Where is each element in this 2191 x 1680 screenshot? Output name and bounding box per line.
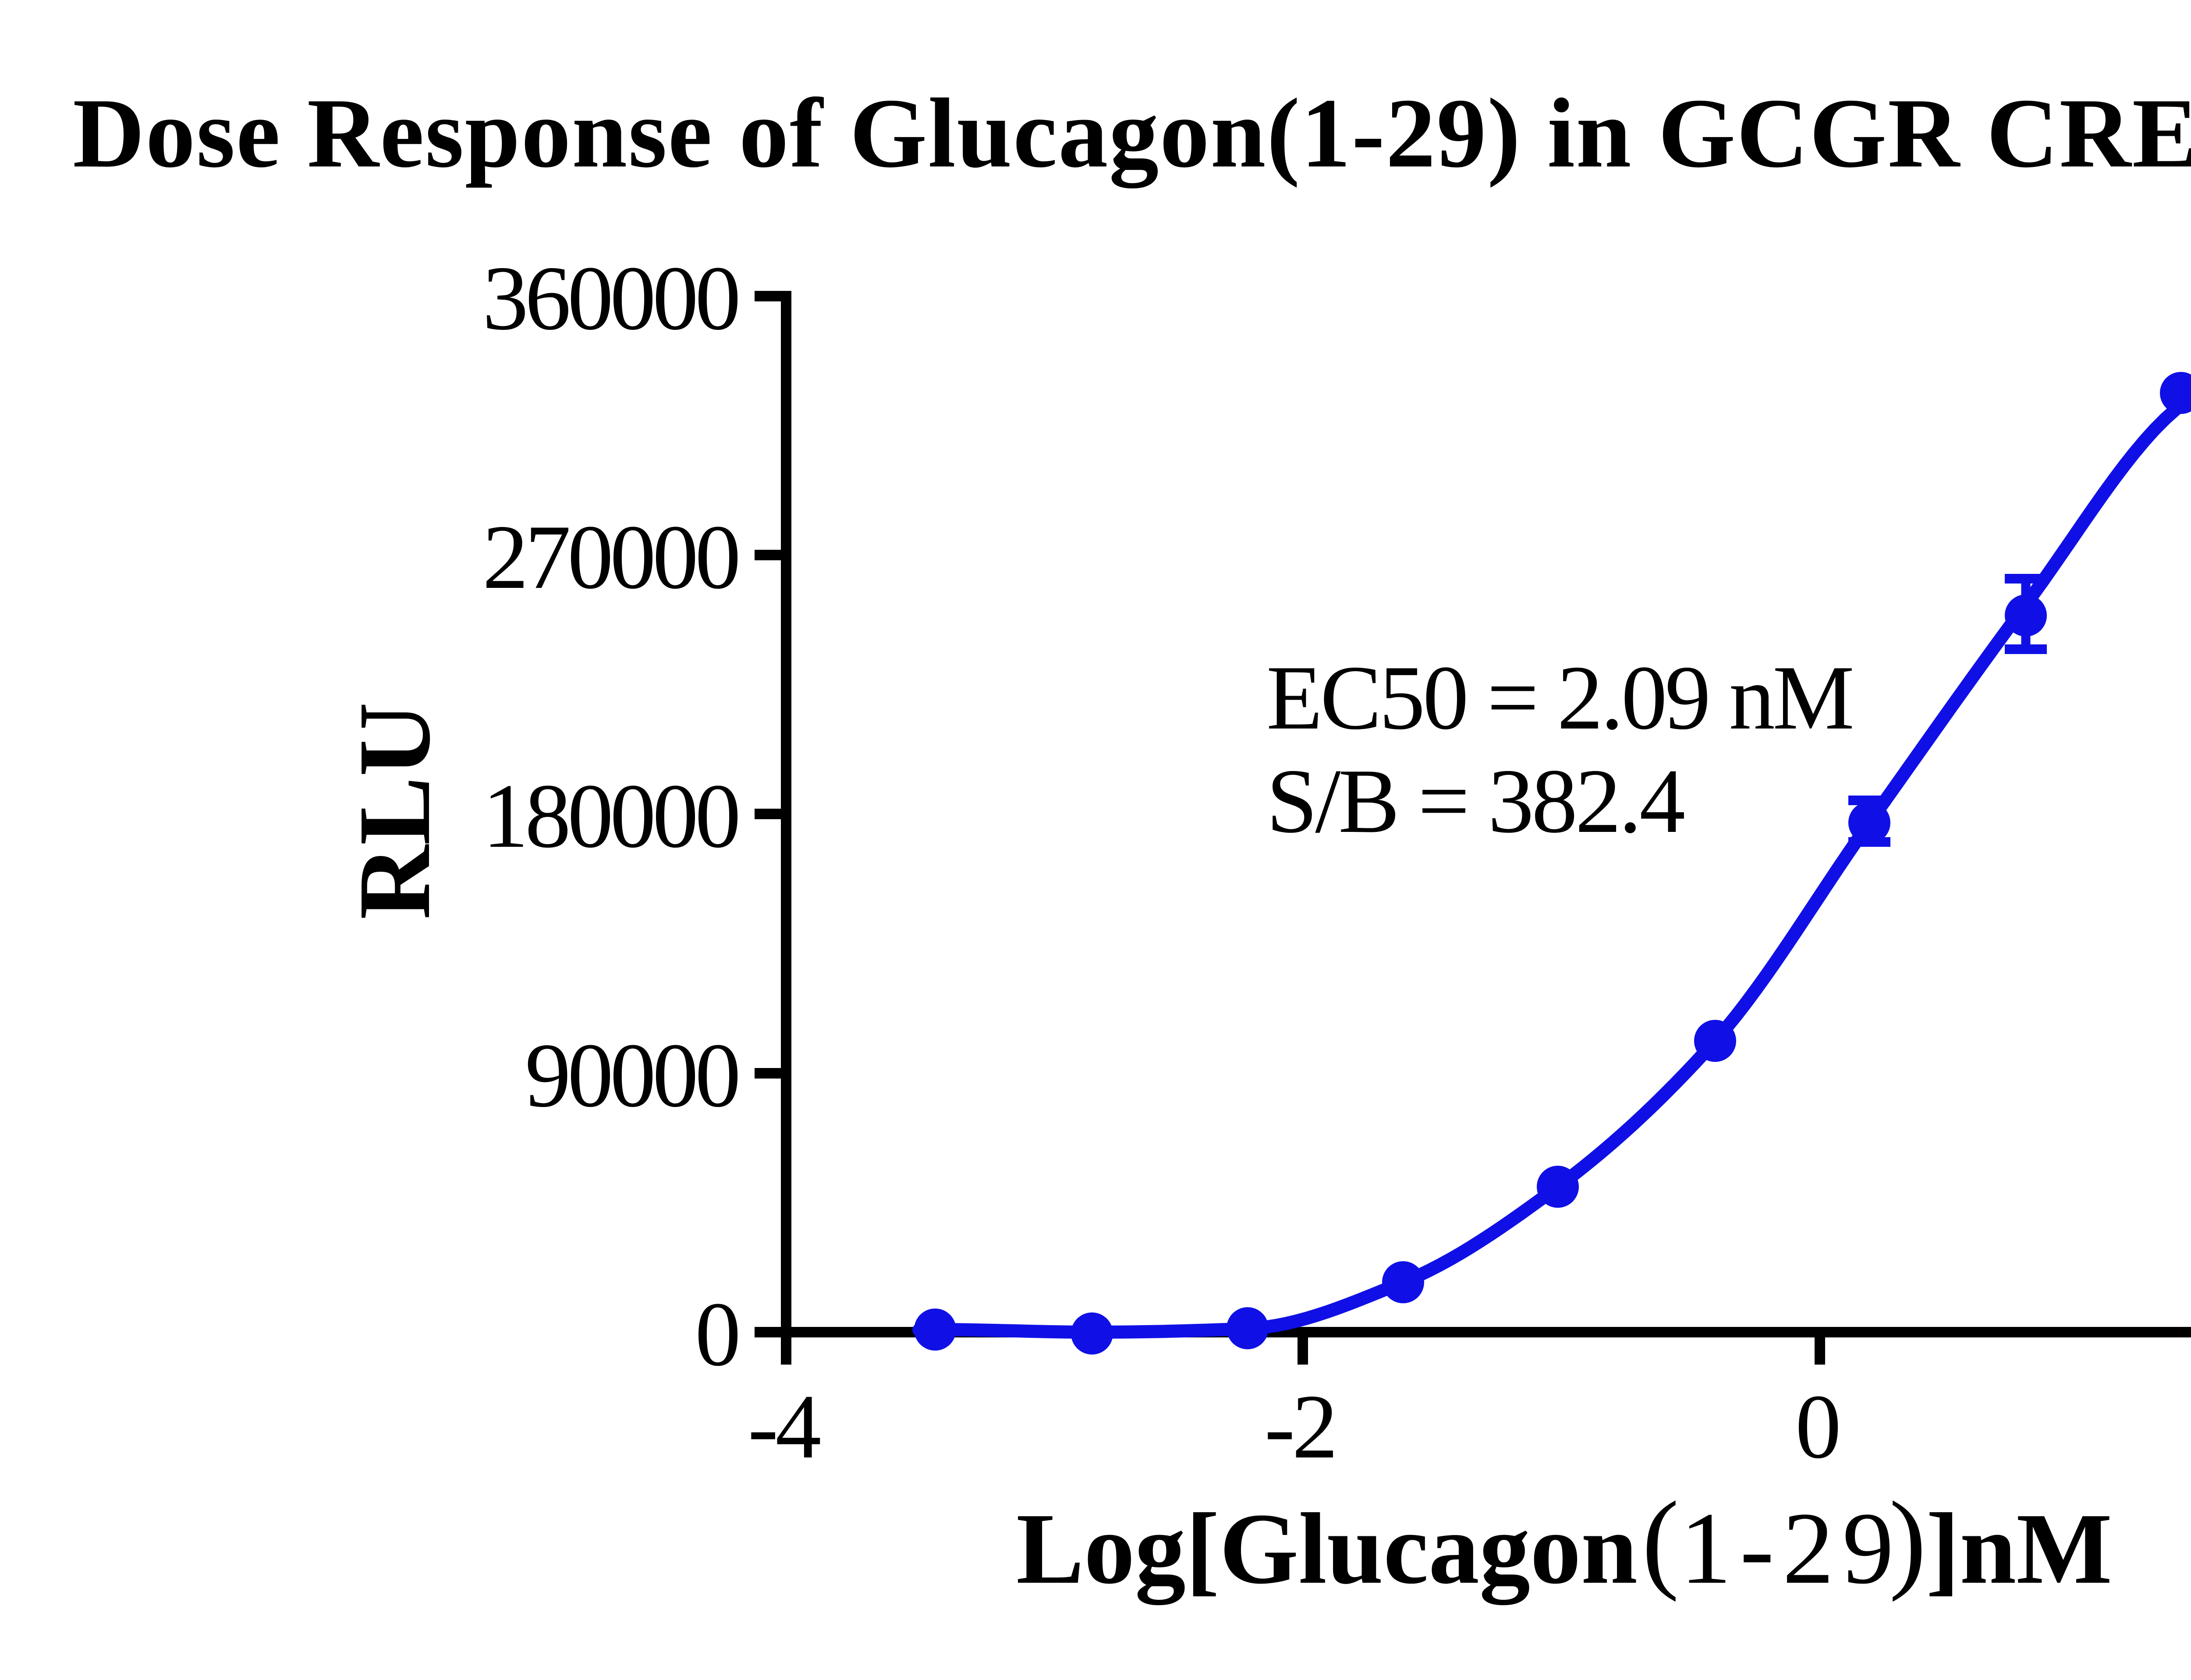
svg-text:Log[Glucagon: Log[Glucagon [1016, 1493, 1638, 1605]
svg-text:360000: 360000 [482, 248, 737, 349]
svg-text:180000: 180000 [482, 765, 737, 867]
svg-text:(: ( [1642, 1479, 1679, 1602]
svg-text:0: 0 [695, 1284, 737, 1385]
svg-text:-2: -2 [1265, 1376, 1335, 1478]
svg-text:90000: 90000 [525, 1025, 737, 1126]
svg-text:S/B = 382.4: S/B = 382.4 [1266, 750, 1684, 852]
svg-text:Dose Response of Glucagon(1-29: Dose Response of Glucagon(1-29) in GCGR … [73, 78, 2191, 188]
svg-text:0: 0 [1795, 1376, 1838, 1478]
svg-text:RLU: RLU [337, 702, 451, 920]
svg-text:]nM: ]nM [1926, 1493, 2112, 1605]
svg-text:-4: -4 [748, 1376, 820, 1478]
svg-text:EC50 = 2.09 nM: EC50 = 2.09 nM [1266, 647, 1852, 749]
svg-text:270000: 270000 [482, 506, 737, 608]
svg-text:): ) [1889, 1479, 1926, 1602]
svg-text:1-29: 1-29 [1680, 1491, 1902, 1605]
